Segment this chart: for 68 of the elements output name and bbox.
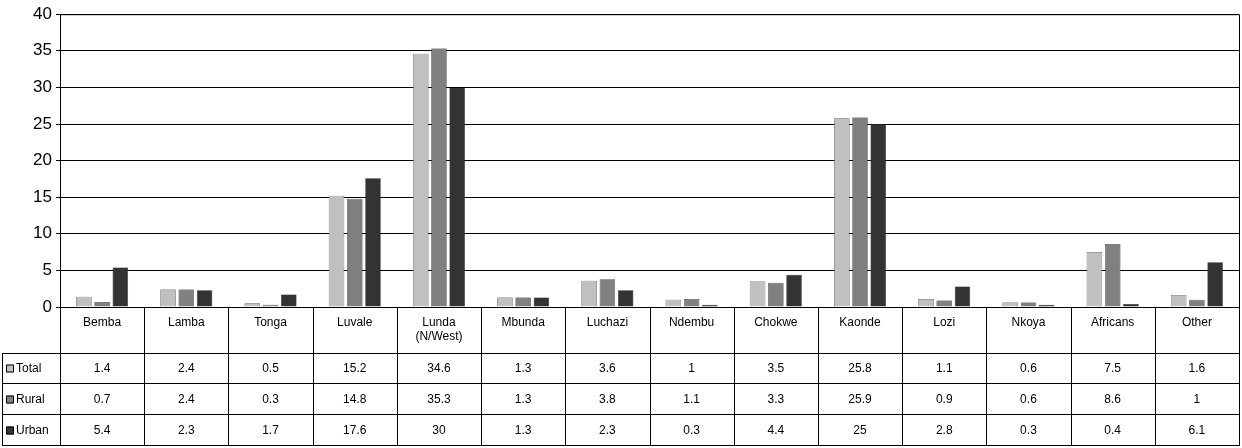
- x-tick-label: Lamba: [167, 314, 205, 329]
- data-label: 30: [432, 422, 446, 437]
- legend-label: Rural: [16, 391, 45, 406]
- data-label: 0.9: [935, 391, 953, 406]
- x-tick-label: Luchazi: [586, 314, 629, 329]
- x-tick-label: Luvale: [337, 314, 373, 329]
- data-label: 1.7: [262, 422, 280, 437]
- data-label: 3.3: [767, 391, 785, 406]
- data-label: 0.5: [262, 360, 280, 375]
- data-label: 1.3: [514, 422, 532, 437]
- x-tick-label: Lunda (N/West): [415, 314, 463, 343]
- data-label: 2.4: [177, 360, 195, 375]
- x-tick-label: Tonga: [254, 314, 288, 329]
- data-label: 0.6: [1020, 360, 1038, 375]
- data-label: 25: [853, 422, 868, 437]
- x-tick-label: Ndembu: [668, 314, 715, 329]
- data-label: 0.6: [1020, 391, 1038, 406]
- data-label: 1: [1193, 391, 1201, 406]
- data-label: 25.9: [848, 391, 873, 406]
- x-tick-label: Nkoya: [1011, 314, 1046, 329]
- data-label: 7.5: [1104, 360, 1122, 375]
- y-tick-label: 5: [42, 260, 52, 280]
- data-label: 1.1: [935, 360, 953, 375]
- data-label: 25.8: [848, 360, 873, 375]
- data-label: 1.6: [1188, 360, 1206, 375]
- data-label: 15.2: [343, 360, 367, 375]
- y-tick-label: 20: [33, 150, 52, 170]
- data-label: 3.5: [767, 360, 785, 375]
- y-tick-label: 40: [33, 3, 52, 23]
- data-label: 17.6: [343, 422, 367, 437]
- data-label: 0.3: [1020, 422, 1038, 437]
- x-tick-label: Lozi: [933, 314, 956, 329]
- y-tick-label: 10: [33, 223, 52, 243]
- x-tick-label: Kaonde: [839, 314, 882, 329]
- data-label: 2.4: [177, 391, 195, 406]
- x-tick-label: Chokwe: [754, 314, 798, 329]
- data-label: 0.4: [1104, 422, 1122, 437]
- data-label: 2.3: [599, 422, 617, 437]
- data-label: 1.4: [93, 360, 111, 375]
- data-label: 2.3: [177, 422, 195, 437]
- data-label: 8.6: [1104, 391, 1122, 406]
- data-label: 5.4: [93, 422, 111, 437]
- x-tick-label: Bemba: [83, 314, 122, 329]
- data-label: 1.3: [514, 391, 532, 406]
- data-label: 2.8: [935, 422, 953, 437]
- data-label: 0.7: [93, 391, 111, 406]
- data-label: 3.6: [599, 360, 617, 375]
- x-tick-label: Mbunda: [501, 314, 546, 329]
- data-label: 1.1: [683, 391, 701, 406]
- x-tick-label: Africans: [1091, 314, 1135, 329]
- data-label: 3.8: [599, 391, 617, 406]
- data-label: 0.3: [262, 391, 280, 406]
- legend-label: Urban: [16, 422, 49, 437]
- data-label: 0.3: [683, 422, 701, 437]
- legend-label: Total: [16, 360, 42, 375]
- y-tick-label: 35: [33, 40, 52, 60]
- data-label: 14.8: [343, 391, 367, 406]
- data-label: 4.4: [767, 422, 785, 437]
- y-tick-label: 25: [33, 113, 52, 133]
- x-tick-label: Other: [1181, 314, 1212, 329]
- y-tick-label: 30: [33, 77, 52, 97]
- data-label: 1: [688, 360, 696, 375]
- data-label: 34.6: [427, 360, 451, 375]
- y-tick-label: 0: [42, 296, 52, 316]
- y-tick-label: 15: [33, 186, 52, 206]
- data-label: 6.1: [1188, 422, 1206, 437]
- data-label: 35.3: [427, 391, 451, 406]
- data-label: 1.3: [514, 360, 532, 375]
